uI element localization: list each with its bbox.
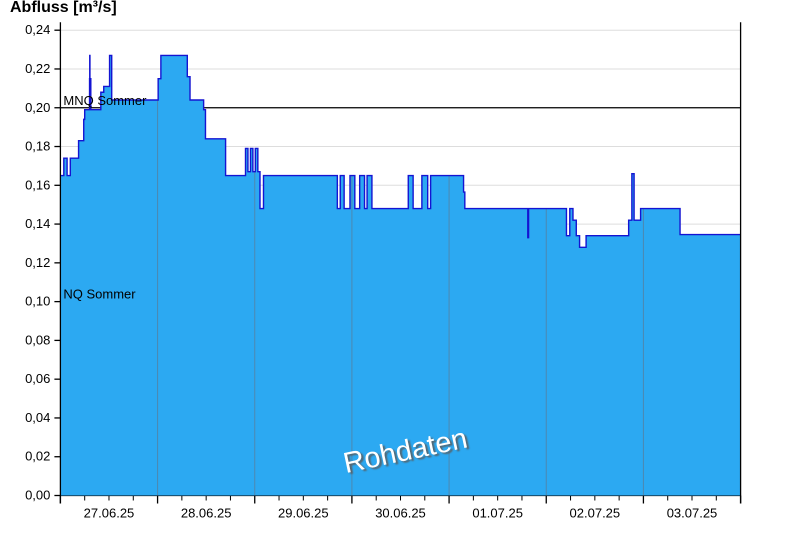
svg-text:0,02: 0,02 — [25, 449, 50, 464]
svg-text:29.06.25: 29.06.25 — [278, 506, 329, 521]
svg-text:02.07.25: 02.07.25 — [570, 506, 621, 521]
svg-text:0,14: 0,14 — [25, 216, 50, 231]
svg-text:0,10: 0,10 — [25, 294, 50, 309]
svg-text:0,08: 0,08 — [25, 332, 50, 347]
svg-text:NQ Sommer: NQ Sommer — [63, 287, 136, 302]
svg-text:MNQ Sommer: MNQ Sommer — [63, 93, 147, 108]
svg-text:28.06.25: 28.06.25 — [181, 506, 232, 521]
svg-text:0,06: 0,06 — [25, 371, 50, 386]
svg-text:0,00: 0,00 — [25, 488, 50, 503]
svg-text:0,24: 0,24 — [25, 22, 50, 37]
svg-text:0,16: 0,16 — [25, 177, 50, 192]
svg-text:0,18: 0,18 — [25, 139, 50, 154]
svg-text:0,22: 0,22 — [25, 61, 50, 76]
svg-text:0,04: 0,04 — [25, 410, 50, 425]
svg-text:30.06.25: 30.06.25 — [375, 506, 426, 521]
svg-text:0,12: 0,12 — [25, 255, 50, 270]
svg-text:01.07.25: 01.07.25 — [472, 506, 523, 521]
svg-text:03.07.25: 03.07.25 — [667, 506, 718, 521]
svg-text:27.06.25: 27.06.25 — [84, 506, 135, 521]
svg-text:0,20: 0,20 — [25, 100, 50, 115]
